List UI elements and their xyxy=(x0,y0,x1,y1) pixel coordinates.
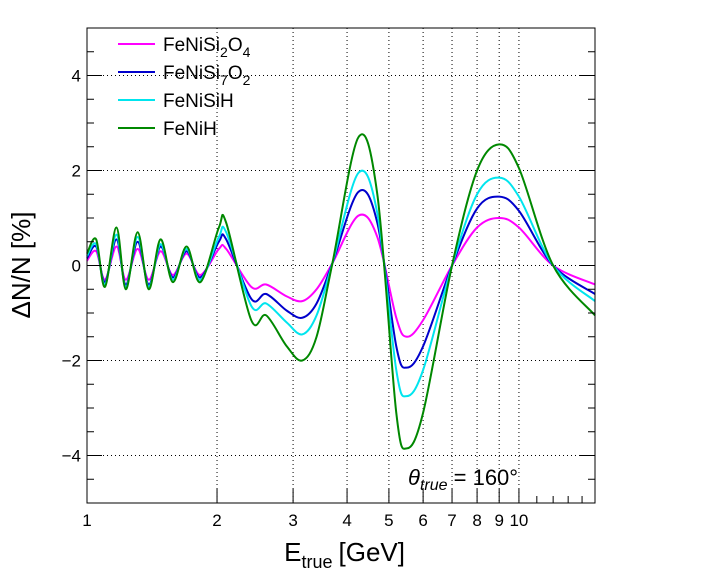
legend-label-FeNiSiH: FeNiSiH xyxy=(163,91,234,112)
x-axis-title-sub: true xyxy=(301,552,332,572)
axis-ticks: 1 2 3 4 5 6 7 8 9 10 −4 −2 0 2 4 xyxy=(62,27,596,530)
y-tick-label: 4 xyxy=(72,67,81,86)
y-tick-label: −2 xyxy=(62,352,81,371)
y-tick-label: −4 xyxy=(62,447,81,466)
x-tick-label: 9 xyxy=(494,511,503,530)
x-tick-label: 4 xyxy=(342,511,351,530)
x-tick-label: 7 xyxy=(447,511,456,530)
y-tick-label: 0 xyxy=(72,257,81,276)
series-layer xyxy=(86,133,596,450)
x-tick-label: 3 xyxy=(288,511,297,530)
legend: FeNiSi2O4 FeNiSi7O2 FeNiSiH FeNiH xyxy=(118,35,251,140)
annotation-symbol: θ xyxy=(408,465,420,490)
angle-annotation: θtrue = 160° xyxy=(408,465,518,494)
x-tick-label: 6 xyxy=(418,511,427,530)
y-tick-label: 2 xyxy=(72,162,81,181)
grid xyxy=(86,28,595,503)
x-tick-label: 1 xyxy=(82,511,91,530)
legend-label-FeNiH: FeNiH xyxy=(163,119,217,140)
x-axis-title: Etrue [GeV] xyxy=(284,537,405,572)
series-line-FeNiH xyxy=(86,133,596,450)
y-axis-title: ΔN/N [%] xyxy=(6,212,36,319)
legend-label-FeNiSi2O4: FeNiSi2O4 xyxy=(163,35,251,60)
legend-label-FeNiSi7O2: FeNiSi7O2 xyxy=(163,63,251,88)
annotation-text: = 160° xyxy=(448,465,519,490)
x-tick-label: 10 xyxy=(509,511,528,530)
x-tick-label: 2 xyxy=(212,511,221,530)
x-axis-title-main: E xyxy=(284,537,301,567)
x-axis-title-unit: [GeV] xyxy=(339,537,405,567)
x-tick-label: 5 xyxy=(384,511,393,530)
x-tick-label: 8 xyxy=(472,511,481,530)
annotation-sub: true xyxy=(420,477,448,494)
